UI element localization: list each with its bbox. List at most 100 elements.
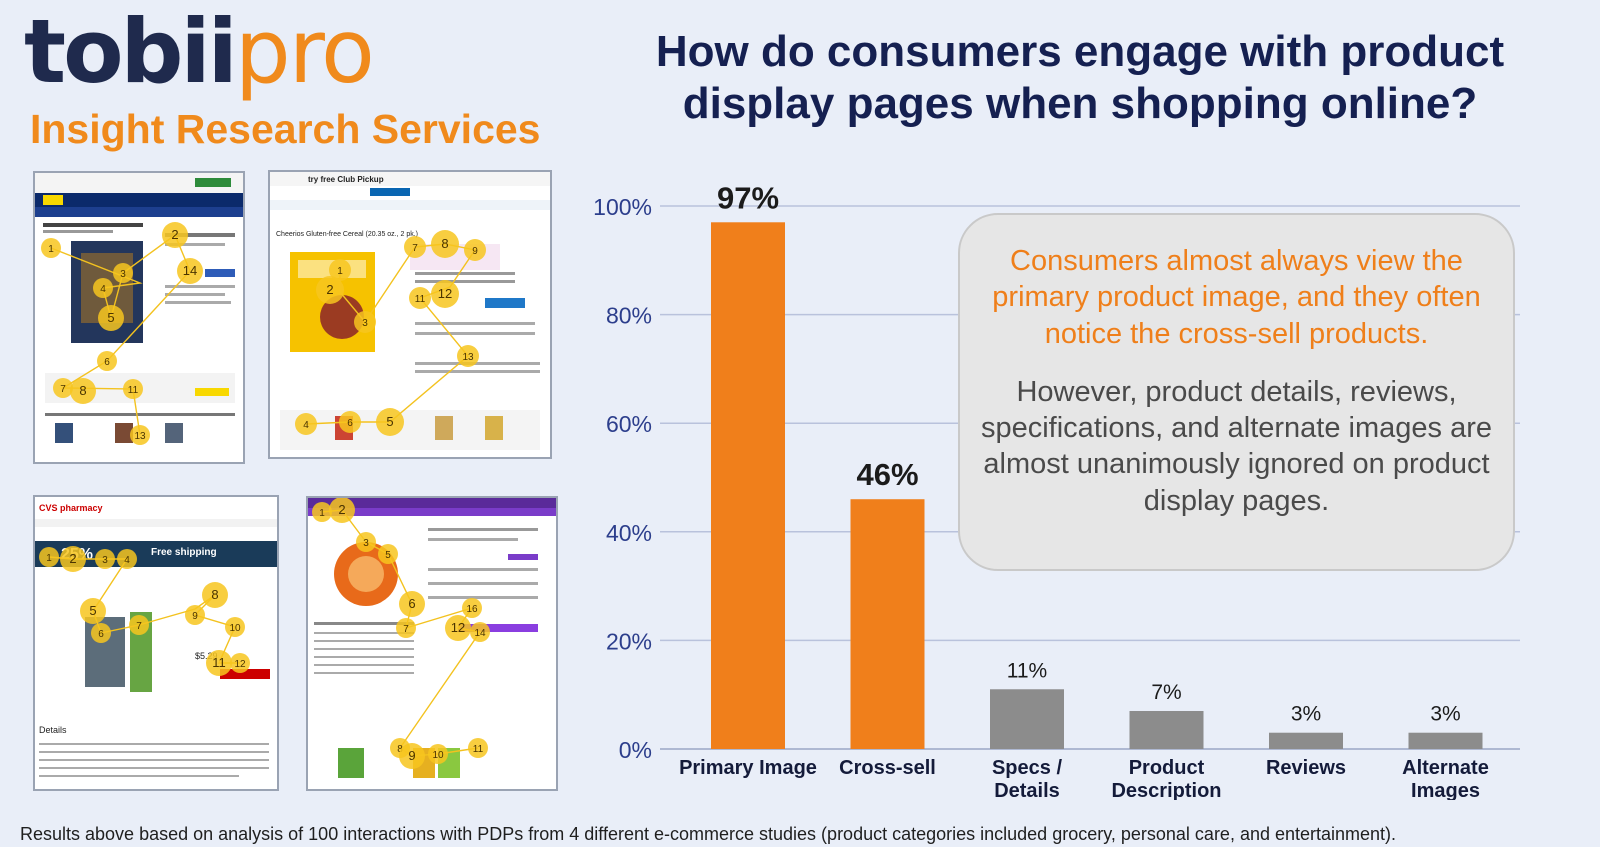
gaze-marker-label: 6	[408, 596, 415, 611]
gaze-marker-label: 8	[441, 236, 448, 251]
y-tick-label: 0%	[619, 737, 652, 763]
gaze-marker-label: 5	[386, 414, 393, 429]
bar-data-label: 3%	[1291, 703, 1321, 726]
gaze-marker	[93, 278, 113, 298]
gaze-marker-label: 2	[171, 227, 178, 242]
gaze-marker	[95, 549, 115, 569]
gaze-marker-label: 11	[212, 655, 226, 670]
gaze-marker	[356, 532, 376, 552]
gaze-marker-label: 12	[234, 659, 246, 670]
gaze-marker	[404, 236, 426, 258]
logo-pro-text: pro	[234, 0, 375, 103]
bar	[990, 689, 1064, 749]
gaze-marker-label: 8	[79, 383, 86, 398]
gaze-marker-label: 14	[183, 263, 197, 278]
gaze-marker-label: 10	[432, 750, 444, 761]
gaze-marker-label: 2	[69, 551, 76, 566]
gaze-marker	[409, 287, 431, 309]
x-tick-label: Images	[1411, 780, 1480, 800]
samsclub-header-text: try free Club Pickup	[308, 175, 384, 184]
gaze-marker	[329, 498, 355, 523]
gaze-marker-label: 6	[347, 418, 353, 429]
gaze-marker-label: 4	[303, 420, 309, 431]
gaze-marker	[80, 598, 106, 624]
gaze-marker	[91, 623, 111, 643]
heatmap-screenshot-samsclub: try free Club Pickup Cheerios Gluten-fre…	[268, 170, 552, 459]
gaze-marker	[431, 230, 459, 258]
cvs-page-mockup: CVS pharmacy 25% Free shipping $5.29 Det…	[35, 503, 277, 777]
gaze-marker	[123, 379, 143, 399]
gaze-marker-label: 5	[89, 603, 96, 618]
gaze-marker	[185, 605, 205, 625]
gaze-marker	[464, 239, 486, 261]
gaze-marker-label: 7	[412, 243, 418, 254]
gaze-marker-label: 1	[319, 508, 325, 519]
gaze-marker-label: 2	[326, 282, 333, 297]
gaze-marker	[399, 591, 425, 617]
gaze-marker	[399, 743, 425, 769]
engagement-bar-chart: 0% 20% 40% 60% 80% 100% 97% Primary Image 46% Cro…	[593, 180, 1520, 800]
gaze-marker-label: 14	[474, 628, 486, 639]
gaze-marker	[295, 413, 317, 435]
gaze-marker-label: 8	[397, 744, 403, 755]
bar	[850, 499, 925, 749]
gaze-marker	[177, 258, 203, 284]
bar-data-label: 97%	[717, 180, 779, 215]
gaze-marker	[376, 408, 404, 436]
y-tick-label: 60%	[606, 411, 652, 437]
gaze-marker	[117, 549, 137, 569]
gaze-marker	[70, 378, 96, 404]
gaze-marker-label: 11	[473, 744, 484, 755]
gaze-marker-label: 1	[46, 553, 52, 564]
gaze-marker-label: 7	[60, 384, 66, 395]
gaze-marker	[206, 650, 232, 676]
heatmap-screenshot-cvs: CVS pharmacy 25% Free shipping $5.29 Det…	[33, 495, 279, 791]
gaze-marker-label: 4	[124, 555, 130, 566]
gaze-marker-label: 2	[338, 502, 345, 517]
gaze-marker	[354, 311, 376, 333]
gaze-marker-label: 6	[98, 629, 104, 640]
gaze-marker	[312, 502, 332, 522]
gaze-marker	[53, 378, 73, 398]
gaze-marker	[225, 617, 245, 637]
callout-highlight-text: Consumers almost always view the primary…	[992, 245, 1481, 350]
gaze-marker-label: 1	[337, 266, 343, 277]
gaze-marker	[98, 305, 124, 331]
gaze-marker-label: 5	[385, 550, 391, 561]
samsclub-product-title: Cheerios Gluten-free Cereal (20.35 oz., …	[276, 231, 418, 238]
gaze-marker-label: 8	[211, 587, 218, 602]
bar	[1408, 732, 1483, 749]
y-tick-label: 20%	[606, 628, 652, 654]
x-tick-label: Reviews	[1266, 757, 1346, 779]
gaze-marker	[130, 425, 150, 445]
bestbuy-page-mockup: 1 2 3 4 5 6 7 8 11 13 14	[35, 173, 243, 445]
gaze-marker-label: 1	[48, 244, 54, 255]
bar	[1129, 710, 1204, 749]
gaze-marker-label: 12	[438, 286, 452, 301]
x-tick-label: Alternate	[1402, 757, 1489, 779]
samsclub-page-mockup: try free Club Pickup Cheerios Gluten-fre…	[270, 172, 550, 450]
gaze-marker-label: 9	[192, 611, 198, 622]
y-tick-label: 100%	[593, 194, 652, 220]
gaze-marker-label: 4	[100, 284, 106, 295]
gaze-marker-label: 12	[451, 620, 465, 635]
bar	[711, 222, 785, 750]
gaze-marker-label: 13	[134, 431, 146, 442]
callout-body-text: However, product details, reviews, speci…	[980, 375, 1492, 517]
x-tick-label: Description	[1111, 780, 1221, 800]
gaze-marker	[396, 618, 416, 638]
gaze-marker-label: 13	[462, 352, 474, 363]
gaze-marker	[230, 653, 250, 673]
x-tick-label: Product	[1129, 757, 1205, 779]
gaze-marker	[129, 615, 149, 635]
gaze-marker	[39, 547, 59, 567]
footnote: Results above based on analysis of 100 i…	[20, 824, 1397, 844]
gaze-marker	[60, 546, 86, 572]
cvs-price: $5.29	[195, 651, 218, 661]
gaze-marker-label: 10	[229, 623, 241, 634]
bar-data-label: 7%	[1151, 681, 1181, 704]
heatmap-screenshot-target: 1 2 3 5 6 7 8 9 10 11 12 14 16	[306, 496, 558, 791]
gaze-marker	[316, 276, 344, 304]
gaze-marker	[462, 598, 482, 618]
